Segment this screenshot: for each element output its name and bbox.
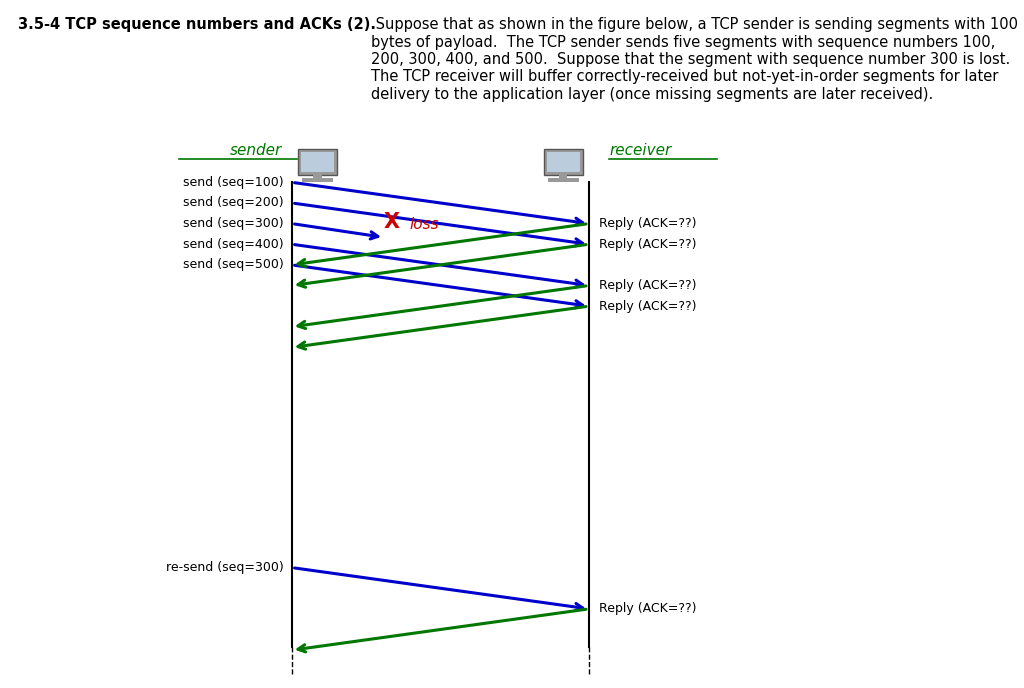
Text: sender: sender (229, 143, 282, 158)
Text: Suppose that as shown in the figure below, a TCP sender is sending segments with: Suppose that as shown in the figure belo… (371, 17, 1018, 102)
FancyBboxPatch shape (301, 153, 334, 172)
FancyBboxPatch shape (298, 149, 337, 175)
Text: Reply (ACK=??): Reply (ACK=??) (599, 238, 696, 250)
Text: X: X (384, 212, 400, 232)
Text: Reply (ACK=??): Reply (ACK=??) (599, 279, 696, 292)
FancyBboxPatch shape (313, 172, 322, 179)
Text: Reply (ACK=??): Reply (ACK=??) (599, 603, 696, 615)
FancyBboxPatch shape (544, 149, 583, 175)
Text: Reply (ACK=??): Reply (ACK=??) (599, 217, 696, 230)
Text: Reply (ACK=??): Reply (ACK=??) (599, 300, 696, 312)
FancyBboxPatch shape (547, 153, 580, 172)
FancyBboxPatch shape (559, 172, 567, 179)
Text: loss: loss (410, 217, 439, 232)
Text: 3.5-4 TCP sequence numbers and ACKs (2).: 3.5-4 TCP sequence numbers and ACKs (2). (18, 17, 377, 32)
Text: send (seq=200): send (seq=200) (183, 197, 284, 209)
FancyBboxPatch shape (548, 178, 579, 182)
FancyBboxPatch shape (302, 178, 333, 182)
Text: send (seq=100): send (seq=100) (183, 176, 284, 189)
Text: send (seq=500): send (seq=500) (183, 259, 284, 271)
Text: receiver: receiver (609, 143, 672, 158)
Text: send (seq=300): send (seq=300) (183, 217, 284, 230)
Text: send (seq=400): send (seq=400) (183, 238, 284, 250)
Text: re-send (seq=300): re-send (seq=300) (166, 561, 284, 574)
